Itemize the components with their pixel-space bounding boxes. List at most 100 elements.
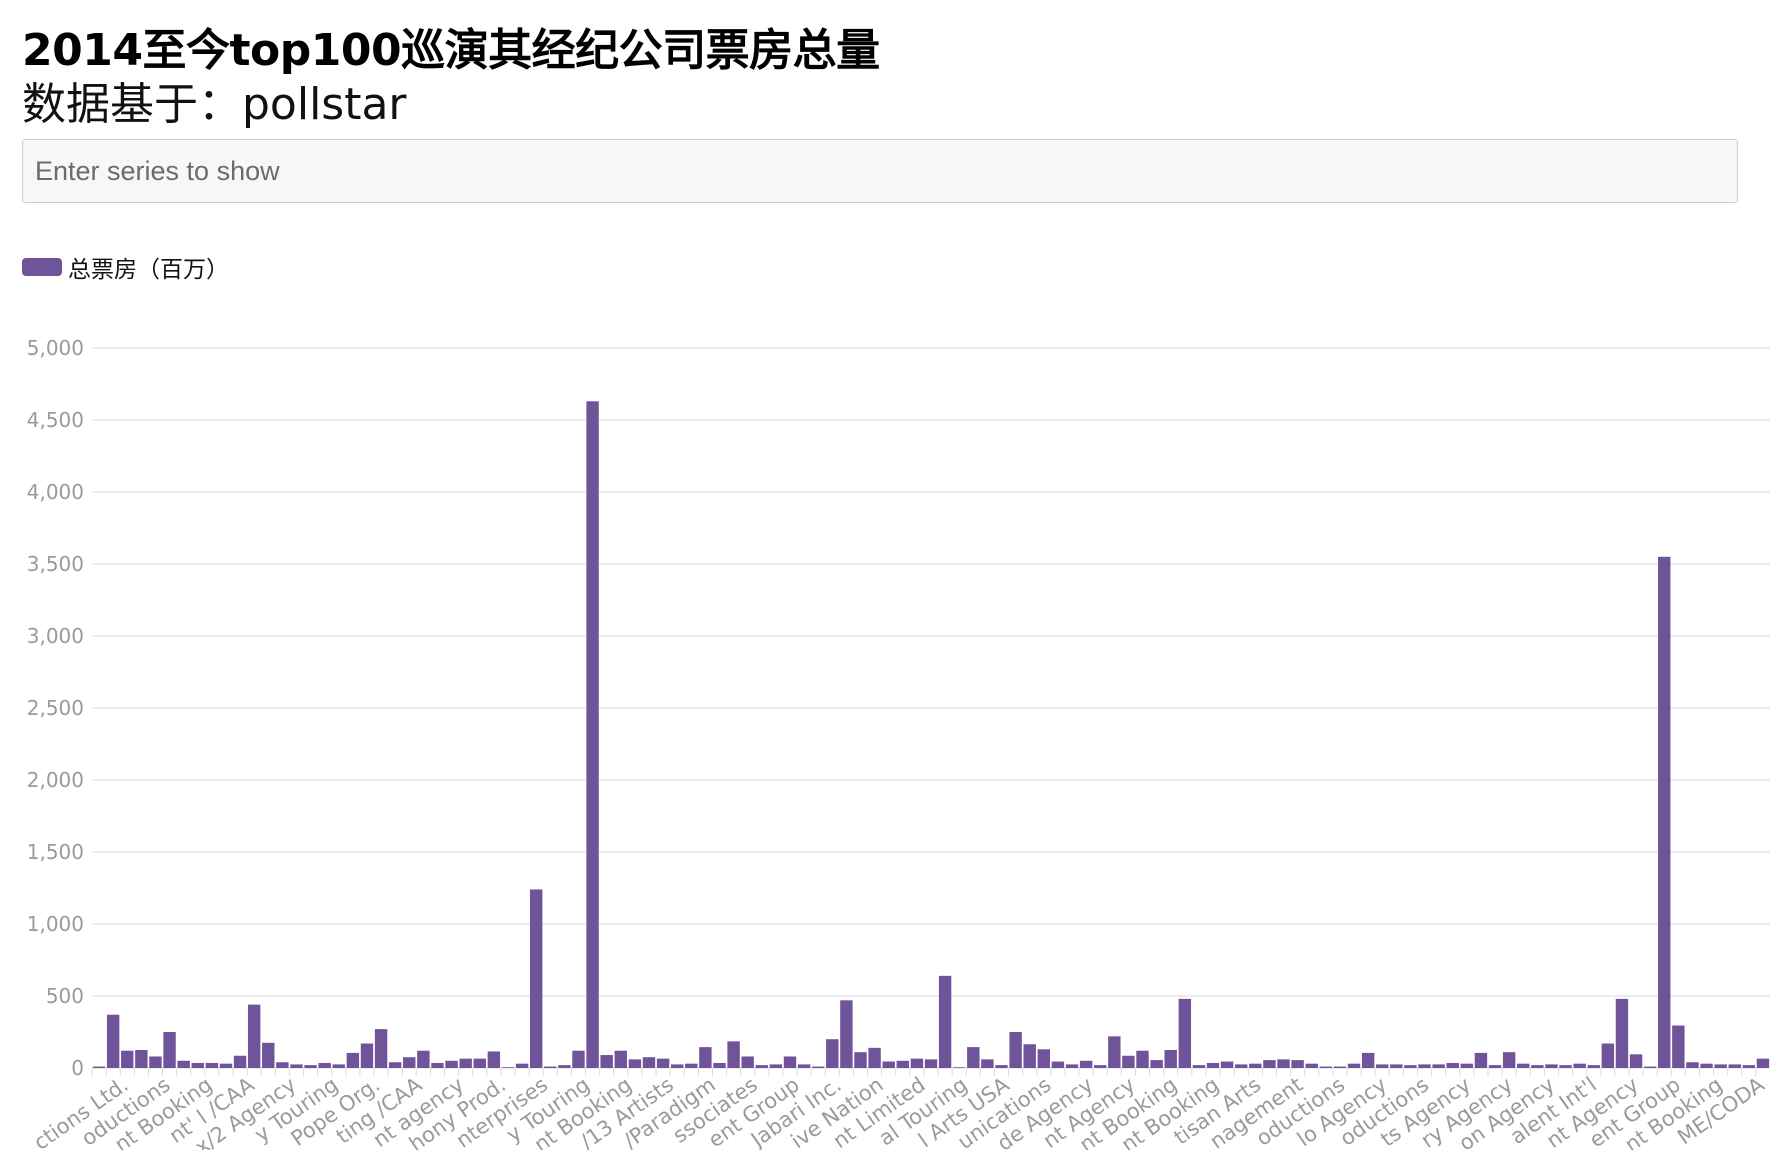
bar[interactable] (121, 1051, 133, 1068)
bar[interactable] (925, 1059, 937, 1068)
bar[interactable] (206, 1063, 218, 1068)
bar[interactable] (1432, 1064, 1444, 1068)
bar[interactable] (1150, 1060, 1162, 1068)
bar[interactable] (347, 1053, 359, 1068)
bar[interactable] (1573, 1064, 1585, 1068)
bar[interactable] (192, 1063, 204, 1068)
bar[interactable] (488, 1051, 500, 1068)
bar[interactable] (1545, 1064, 1557, 1068)
bar[interactable] (1757, 1059, 1769, 1068)
bar[interactable] (657, 1059, 669, 1068)
bar[interactable] (685, 1064, 697, 1068)
bar[interactable] (1193, 1065, 1205, 1068)
bar[interactable] (784, 1056, 796, 1068)
bar[interactable] (1672, 1026, 1684, 1068)
bar[interactable] (135, 1050, 147, 1068)
bar[interactable] (1348, 1064, 1360, 1068)
bar[interactable] (770, 1064, 782, 1068)
bar[interactable] (897, 1061, 909, 1068)
bar[interactable] (854, 1052, 866, 1068)
bar[interactable] (516, 1064, 528, 1068)
bar[interactable] (1686, 1062, 1698, 1068)
bar[interactable] (1277, 1059, 1289, 1068)
bar[interactable] (840, 1000, 852, 1068)
bar[interactable] (276, 1062, 288, 1068)
bar[interactable] (1404, 1065, 1416, 1068)
bar[interactable] (544, 1067, 556, 1068)
bar[interactable] (502, 1067, 514, 1068)
bar[interactable] (629, 1059, 641, 1068)
bar[interactable] (290, 1064, 302, 1068)
bar[interactable] (1729, 1064, 1741, 1068)
bar[interactable] (939, 976, 951, 1068)
bar[interactable] (1475, 1053, 1487, 1068)
bar[interactable] (1108, 1036, 1120, 1068)
bar[interactable] (445, 1061, 457, 1068)
bar[interactable] (1376, 1064, 1388, 1068)
bar[interactable] (1263, 1060, 1275, 1068)
bar[interactable] (1094, 1065, 1106, 1068)
bar[interactable] (1630, 1054, 1642, 1068)
bar[interactable] (1165, 1050, 1177, 1068)
bar[interactable] (403, 1057, 415, 1068)
bar[interactable] (1461, 1064, 1473, 1068)
bar[interactable] (389, 1062, 401, 1068)
bar[interactable] (459, 1059, 471, 1068)
bar[interactable] (262, 1043, 274, 1068)
bar[interactable] (1122, 1056, 1134, 1068)
bar[interactable] (1221, 1062, 1233, 1068)
bar[interactable] (1334, 1067, 1346, 1068)
bar[interactable] (572, 1051, 584, 1068)
bar[interactable] (558, 1065, 570, 1068)
bar[interactable] (953, 1067, 965, 1068)
bar[interactable] (1291, 1060, 1303, 1068)
bar[interactable] (1235, 1064, 1247, 1068)
bar[interactable] (1066, 1064, 1078, 1068)
bar[interactable] (1517, 1064, 1529, 1068)
bar[interactable] (1714, 1064, 1726, 1068)
bar[interactable] (1207, 1063, 1219, 1068)
bar[interactable] (163, 1032, 175, 1068)
bar[interactable] (177, 1061, 189, 1068)
bar[interactable] (713, 1063, 725, 1068)
bar[interactable] (911, 1059, 923, 1068)
bar[interactable] (868, 1048, 880, 1068)
bar[interactable] (1447, 1063, 1459, 1068)
bar[interactable] (1052, 1062, 1064, 1068)
bar[interactable] (882, 1062, 894, 1068)
bar[interactable] (1362, 1053, 1374, 1068)
bar[interactable] (1179, 999, 1191, 1068)
bar[interactable] (1700, 1064, 1712, 1068)
bar[interactable] (431, 1063, 443, 1068)
bar[interactable] (1306, 1064, 1318, 1068)
bar[interactable] (1009, 1032, 1021, 1068)
bar[interactable] (1038, 1049, 1050, 1068)
bar[interactable] (699, 1047, 711, 1068)
bar[interactable] (671, 1064, 683, 1068)
bar[interactable] (417, 1051, 429, 1068)
bar[interactable] (1743, 1065, 1755, 1068)
bar[interactable] (234, 1056, 246, 1068)
bar[interactable] (586, 401, 598, 1068)
bar[interactable] (741, 1056, 753, 1068)
bar[interactable] (826, 1039, 838, 1068)
bar[interactable] (812, 1067, 824, 1068)
bar[interactable] (1080, 1061, 1092, 1068)
bar[interactable] (248, 1005, 260, 1068)
bar[interactable] (1390, 1064, 1402, 1068)
bar[interactable] (1616, 999, 1628, 1068)
bar[interactable] (1249, 1064, 1261, 1068)
bar[interactable] (1503, 1052, 1515, 1068)
bar[interactable] (149, 1056, 161, 1068)
bar[interactable] (727, 1041, 739, 1068)
bar[interactable] (474, 1059, 486, 1068)
bar[interactable] (1644, 1067, 1656, 1068)
bar[interactable] (615, 1051, 627, 1068)
bar[interactable] (1024, 1044, 1036, 1068)
bar[interactable] (304, 1065, 316, 1068)
bar[interactable] (375, 1029, 387, 1068)
bar[interactable] (1489, 1065, 1501, 1068)
bar[interactable] (1136, 1051, 1148, 1068)
bar[interactable] (318, 1063, 330, 1068)
bar[interactable] (967, 1047, 979, 1068)
